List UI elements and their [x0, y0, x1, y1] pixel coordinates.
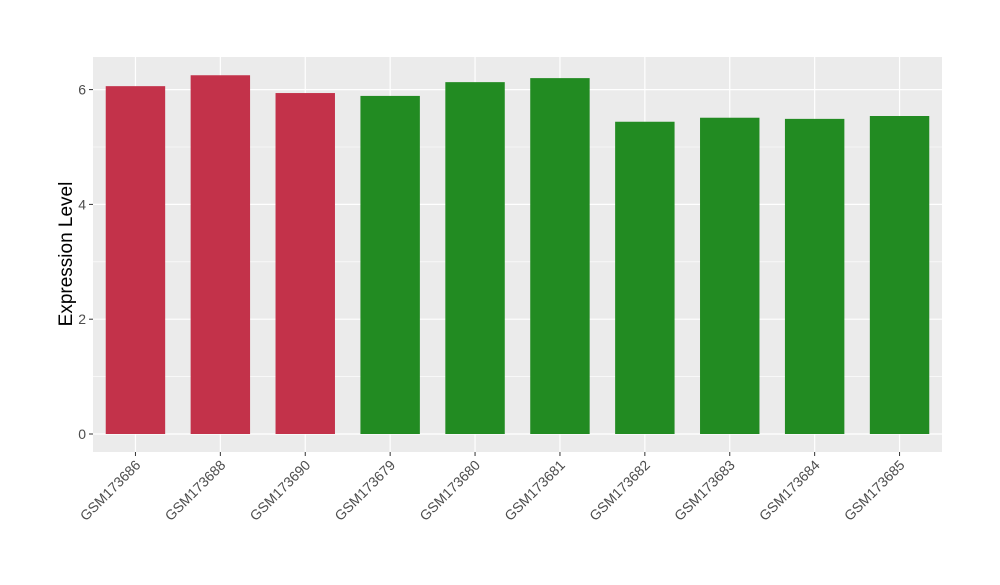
bar-GSM173686: [105, 86, 166, 434]
bar-GSM173684: [784, 118, 845, 435]
bar-GSM173680: [445, 82, 505, 434]
x-tick-label: GSM173688: [162, 457, 229, 524]
x-tick-label: GSM173686: [77, 457, 144, 524]
x-tick-label: GSM173685: [841, 457, 908, 524]
y-tick-label: 4: [78, 196, 86, 212]
bar-GSM173690: [275, 93, 335, 434]
bar-GSM173685: [869, 116, 930, 434]
bar-GSM173682: [615, 121, 675, 434]
y-tick-label: 6: [78, 82, 86, 98]
x-tick-label: GSM173681: [501, 457, 568, 524]
y-tick-label: 0: [78, 426, 86, 442]
y-axis-label: Expression Level: [56, 182, 77, 327]
x-tick-label: GSM173682: [586, 457, 653, 524]
bar-GSM173688: [190, 75, 251, 434]
x-tick-label: GSM173683: [671, 457, 738, 524]
x-tick-label: GSM173680: [416, 457, 483, 524]
x-tick-label: GSM173684: [756, 457, 823, 524]
bar-GSM173681: [530, 78, 590, 435]
x-tick-label: GSM173679: [331, 457, 398, 524]
x-tick-label: GSM173690: [246, 457, 313, 524]
bar-GSM173683: [700, 117, 760, 434]
bar-GSM173679: [360, 95, 420, 434]
y-tick-label: 2: [78, 311, 86, 327]
